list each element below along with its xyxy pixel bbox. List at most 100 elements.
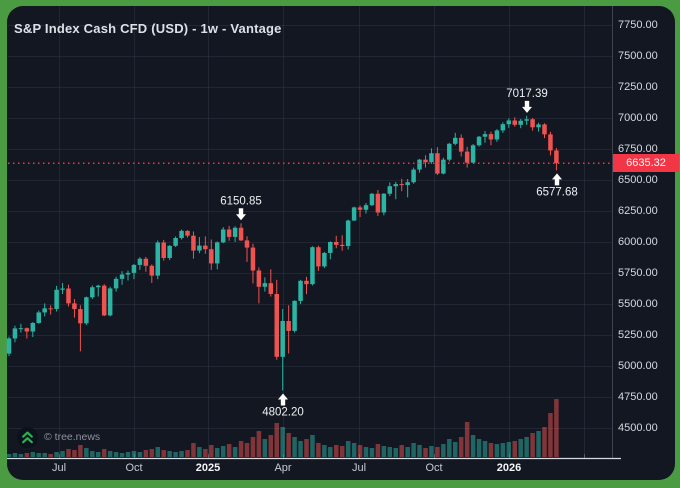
- price-axis-label: 7750.00: [618, 19, 658, 31]
- candle-body: [310, 247, 315, 285]
- volume-bar: [96, 452, 101, 457]
- candle-body: [101, 285, 107, 316]
- candle-body: [512, 120, 517, 125]
- candle-body: [292, 300, 297, 331]
- volume-bar: [286, 433, 291, 457]
- candle-body: [482, 134, 488, 137]
- candle-body: [399, 184, 404, 186]
- price-axis-label: 7250.00: [618, 81, 658, 93]
- candle-body: [197, 245, 202, 251]
- candle-body: [149, 265, 155, 276]
- candle-body: [351, 207, 357, 221]
- last-price-label: 6635.32: [613, 154, 679, 173]
- volume-bar: [322, 445, 327, 457]
- candle-body: [322, 252, 327, 267]
- volume-bar: [173, 452, 178, 457]
- candle-body: [363, 205, 369, 210]
- price-axis-label: 5500.00: [618, 298, 658, 310]
- volume-bar: [381, 446, 387, 457]
- candle-body: [244, 240, 250, 248]
- time-axis-label: Jul: [351, 462, 367, 474]
- candle-body: [256, 270, 262, 287]
- volume-bar: [274, 423, 279, 457]
- candle-body: [203, 245, 208, 250]
- volume-bar: [310, 435, 315, 457]
- volume-bar: [494, 444, 500, 457]
- candle-body: [191, 235, 196, 251]
- volume-bar: [197, 447, 202, 457]
- volume-bar: [453, 442, 458, 457]
- time-axis-label: Oct: [425, 462, 443, 474]
- price-axis-label: 6500.00: [618, 174, 658, 186]
- volume-bar: [280, 427, 285, 457]
- candle-body: [18, 328, 24, 330]
- watermark-link[interactable]: © tree.news: [17, 426, 100, 448]
- volume-bar: [345, 441, 351, 457]
- volume-bar: [351, 443, 357, 457]
- volume-bar: [292, 437, 297, 457]
- watermark-text: © tree.news: [44, 431, 101, 443]
- candle-body: [125, 272, 131, 275]
- arrow-up-icon: [278, 393, 288, 406]
- volume-bar: [393, 448, 398, 457]
- candle-body: [155, 242, 160, 276]
- candle-body: [24, 328, 30, 332]
- volume-bar: [90, 451, 95, 457]
- volume-bar: [518, 439, 523, 457]
- volume-bar: [54, 452, 59, 457]
- volume-bar: [167, 451, 172, 457]
- candle-body: [42, 308, 47, 313]
- price-axis[interactable]: 7750.00 7500.00 7250.00 7000.00 6750.00 6500.…: [613, 6, 679, 458]
- volume-bar: [524, 437, 529, 457]
- volume-bar: [66, 449, 71, 457]
- candle-body: [464, 151, 470, 163]
- price-annotation: 6577.68: [536, 186, 578, 198]
- volume-bar: [316, 443, 321, 457]
- candle-body: [173, 238, 178, 246]
- price-axis-label: 7500.00: [618, 50, 658, 62]
- price-axis-label: 4500.00: [618, 422, 658, 434]
- candle-body: [107, 288, 113, 316]
- volume-bar: [375, 444, 381, 457]
- candle-body: [345, 220, 351, 246]
- volume-bar: [30, 452, 36, 457]
- candle-body: [298, 280, 303, 301]
- candle-body: [411, 169, 416, 183]
- candle-body: [54, 289, 59, 309]
- candle-body: [280, 320, 285, 357]
- candle-body: [387, 186, 393, 194]
- volume-bar: [179, 451, 184, 457]
- candle-body: [524, 119, 529, 121]
- candle-body: [393, 184, 398, 187]
- price-axis-label: 6750.00: [618, 143, 658, 155]
- volume-bar: [256, 431, 262, 457]
- volume-bar: [209, 445, 214, 457]
- candle-body: [476, 136, 482, 146]
- volume-bar: [423, 448, 428, 457]
- arrow-up-icon: [552, 173, 562, 186]
- candle-body: [250, 247, 256, 271]
- volume-bar: [60, 451, 65, 457]
- volume-bar: [215, 448, 220, 457]
- time-axis-label: 2025: [195, 462, 221, 474]
- price-axis-label: 6250.00: [618, 205, 658, 217]
- candle-body: [12, 328, 18, 339]
- volume-bar: [304, 439, 309, 457]
- candle-body: [357, 207, 363, 210]
- chart-title: S&P Index Cash CFD (USD) - 1w - Vantage: [14, 21, 282, 36]
- time-axis[interactable]: Jul Oct 2025 Apr Jul Oct 2026: [0, 461, 622, 477]
- time-axis-label: Jul: [51, 462, 67, 474]
- volume-bar: [155, 447, 160, 457]
- volume-bar: [119, 453, 125, 457]
- volume-bar: [405, 447, 410, 457]
- candle-body: [458, 137, 464, 152]
- candle-body: [417, 159, 422, 170]
- price-axis-label: 5000.00: [618, 360, 658, 372]
- volume-bar: [143, 450, 149, 457]
- candle-body: [137, 258, 143, 265]
- candle-body: [48, 308, 53, 310]
- candle-body: [90, 287, 95, 298]
- volume-bar: [464, 422, 470, 457]
